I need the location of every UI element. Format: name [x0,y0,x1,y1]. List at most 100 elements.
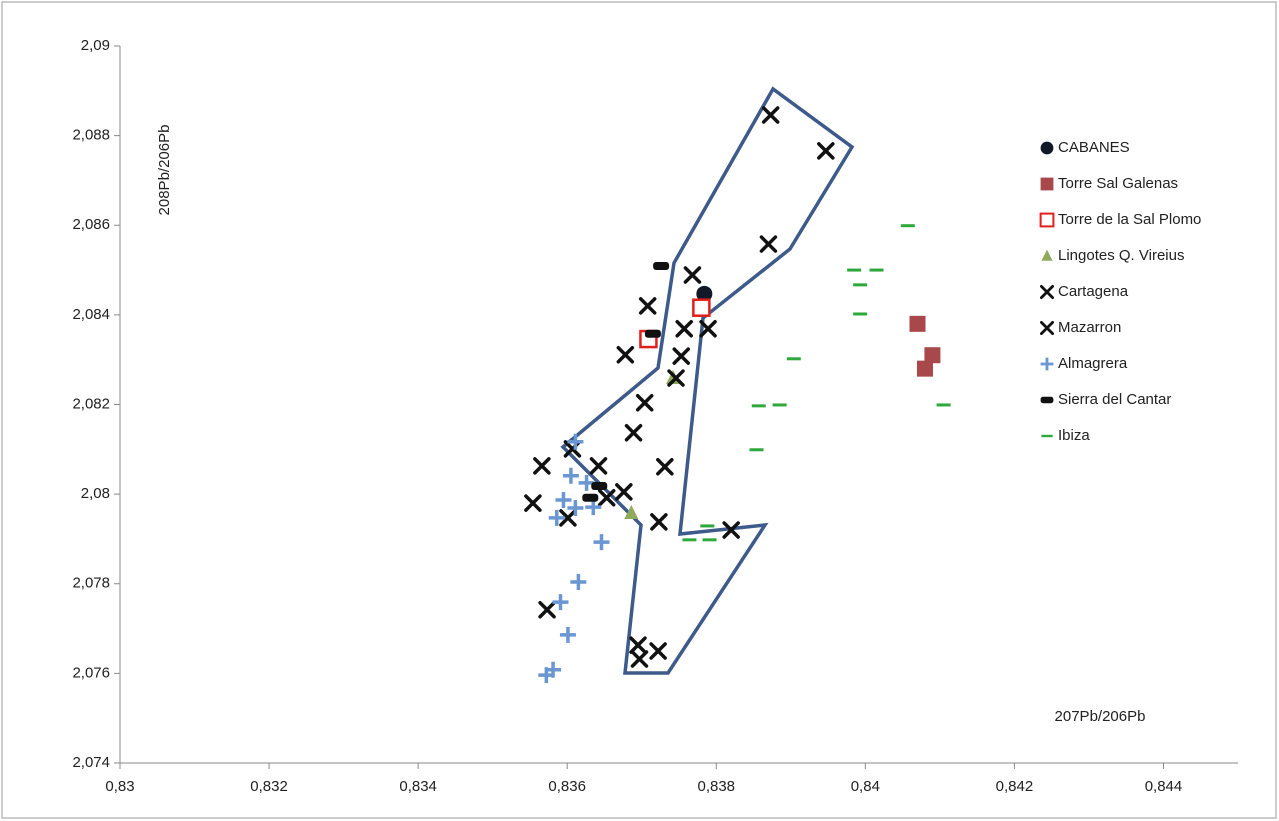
marker-dash [772,403,787,407]
marker-part [624,423,643,442]
marker-part [578,474,595,491]
marker-dash [900,224,915,228]
marker-part [749,448,764,452]
marker-plus [552,594,569,611]
marker-part [759,235,778,253]
marker-x [538,600,556,619]
marker-x [559,509,577,527]
y-tick-label: 2,084 [72,306,110,323]
marker-plus [570,573,587,590]
legend-label: Sierra del Cantar [1058,391,1171,408]
marker-dash [847,268,862,272]
marker-part [567,433,584,450]
region-outline [560,86,855,675]
marker-x [817,142,835,160]
y-axis-title: 208Pb/206Pb [156,125,173,216]
marker-part [751,404,766,408]
marker-plus [555,491,572,508]
marker-part [900,224,915,228]
marker-part [615,483,633,501]
marker-part [1039,212,1055,228]
marker-part [582,493,599,502]
marker-part [853,312,868,316]
marker-part [656,458,674,476]
marker-part [629,636,647,654]
marker-part [667,369,685,387]
marker-part [817,142,835,160]
marker-bar [591,482,608,491]
marker-part [644,329,661,338]
marker-part [1039,284,1054,299]
marker-part [700,524,715,528]
marker-x [1039,321,1054,336]
marker-x [524,494,542,512]
marker-part [924,347,941,364]
marker-hollow-square [692,298,711,317]
marker-dash [682,538,697,542]
marker-part [552,594,569,611]
marker-dash [853,312,868,316]
marker-part [653,262,670,271]
marker-bar [1040,396,1054,404]
marker-triangle [624,504,639,519]
marker-part [1040,396,1054,404]
legend-label: Lingotes Q. Vireius [1058,247,1184,264]
marker-x [675,320,693,338]
marker-part [786,357,801,361]
marker-triangle [1041,249,1053,261]
marker-part [650,513,668,531]
x-tick-label: 0,832 [250,778,288,795]
marker-part [1040,357,1054,371]
legend-label: Ibiza [1058,427,1090,444]
marker-x [615,483,633,501]
marker-square [924,347,941,364]
marker-part [597,488,616,507]
marker-square [916,360,933,377]
marker-part [1039,321,1054,336]
marker-part [591,482,608,491]
marker-part [533,457,551,475]
marker-x [722,521,740,539]
marker-part [936,403,951,407]
marker-part [593,534,610,551]
marker-bar [582,493,599,502]
marker-part [585,499,602,516]
marker-dash [1041,434,1053,438]
marker-x [667,369,685,387]
x-tick-label: 0,834 [399,778,437,795]
marker-plus [545,661,562,678]
marker-x [635,393,654,412]
x-tick-label: 0,83 [105,778,134,795]
marker-x [683,266,702,284]
marker-part [524,494,542,512]
x-axis-title: 207Pb/206Pb [1055,708,1146,725]
marker-part [722,521,740,539]
marker-plus [567,500,584,517]
marker-part [1041,249,1053,261]
y-tick-label: 2,09 [81,37,110,54]
y-tick-label: 2,088 [72,127,110,144]
marker-part [638,297,657,315]
marker-x [616,346,635,364]
marker-x [638,297,657,315]
marker-circle [696,285,713,302]
marker-plus [562,467,579,484]
marker-plus [578,474,595,491]
marker-part [1040,141,1054,155]
marker-part [545,661,562,678]
legend-label: Torre Sal Galenas [1058,175,1178,192]
marker-part [635,393,654,412]
marker-part [847,268,862,272]
marker-x [759,235,778,253]
y-tick-label: 2,078 [72,575,110,592]
marker-x [630,650,649,668]
y-tick-label: 2,076 [72,664,110,681]
marker-part [559,626,576,643]
legend-label: Mazarron [1058,319,1121,336]
marker-square [909,315,926,332]
marker-x [533,457,551,475]
marker-dash [702,538,717,542]
marker-part [624,504,639,519]
marker-dash [869,268,884,272]
marker-dash [749,448,764,452]
